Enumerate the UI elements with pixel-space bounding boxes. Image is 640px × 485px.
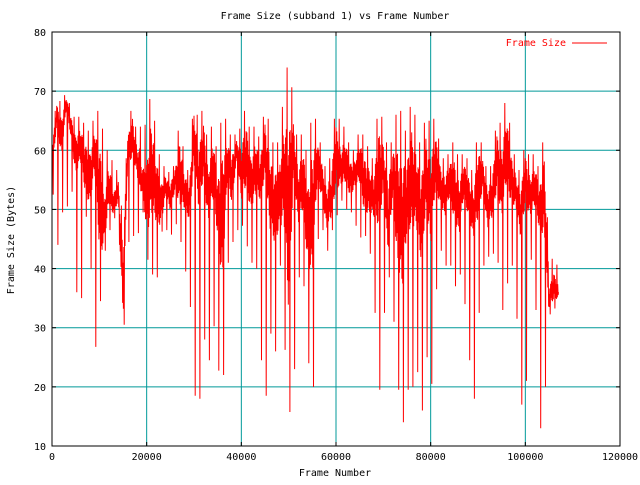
x-tick-label: 120000 xyxy=(602,452,638,463)
x-tick-label: 80000 xyxy=(416,452,446,463)
x-tick-label: 60000 xyxy=(321,452,351,463)
x-tick-label: 0 xyxy=(49,452,55,463)
data-series-layer xyxy=(51,67,559,429)
y-axis-label: Frame Size (Bytes) xyxy=(6,186,17,294)
y-tick-label: 40 xyxy=(34,265,46,276)
y-tick-label: 70 xyxy=(34,87,46,98)
chart-title: Frame Size (subband 1) vs Frame Number xyxy=(221,11,450,22)
x-tick-label: 40000 xyxy=(226,452,256,463)
x-tick-label: 100000 xyxy=(507,452,543,463)
x-axis-label: Frame Number xyxy=(299,468,371,479)
legend: Frame Size xyxy=(506,38,607,49)
legend-label-frame-size: Frame Size xyxy=(506,38,566,49)
y-tick-label: 20 xyxy=(34,383,46,394)
y-tick-label: 50 xyxy=(34,205,46,216)
series-line-frame-size xyxy=(51,67,559,429)
x-tick-label: 20000 xyxy=(132,452,162,463)
y-tick-label: 60 xyxy=(34,146,46,157)
y-tick-label: 10 xyxy=(34,442,46,453)
y-tick-label: 30 xyxy=(34,324,46,335)
y-tick-label: 80 xyxy=(34,28,46,39)
axis-ticks xyxy=(51,31,621,447)
